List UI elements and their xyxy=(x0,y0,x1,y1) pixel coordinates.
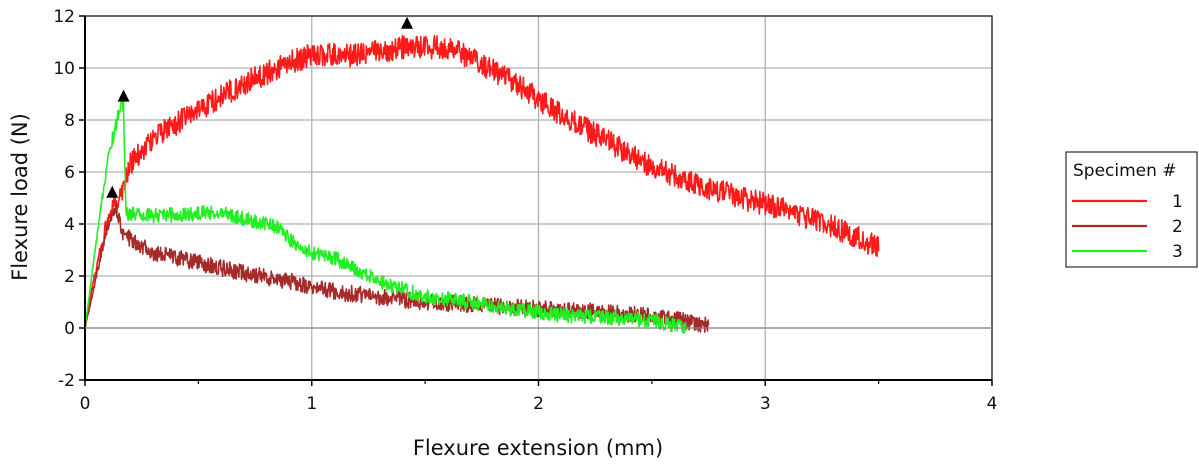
y-tick-label: 6 xyxy=(64,163,75,183)
y-axis-label: Flexure load (N) xyxy=(8,113,32,281)
y-tick-label: 8 xyxy=(64,111,75,131)
y-tick-label: 12 xyxy=(53,7,75,27)
y-tick-label: 4 xyxy=(64,215,75,235)
peak-marker-3 xyxy=(117,89,130,102)
y-tick-label: -2 xyxy=(58,371,75,391)
x-axis-label: Flexure extension (mm) xyxy=(413,436,663,460)
axes xyxy=(79,15,993,386)
legend-box xyxy=(1065,151,1198,268)
legend-title: Specimen # xyxy=(1073,161,1177,181)
marker-layer xyxy=(106,16,413,198)
x-tick-label: 1 xyxy=(306,394,317,414)
series-line-1 xyxy=(84,34,880,329)
series-line-2 xyxy=(84,204,710,333)
legend-label-2: 2 xyxy=(1172,217,1183,237)
peak-marker-1 xyxy=(400,16,413,29)
x-tick-label: 0 xyxy=(80,394,91,414)
y-tick-label: 10 xyxy=(53,59,75,79)
x-tick-label: 3 xyxy=(760,394,771,414)
y-tick-label: 0 xyxy=(64,319,75,339)
x-tick-label: 4 xyxy=(987,394,998,414)
legend: Specimen # 1 2 3 xyxy=(1065,151,1198,268)
legend-label-3: 3 xyxy=(1172,242,1183,262)
series-layer xyxy=(84,34,880,335)
legend-label-1: 1 xyxy=(1172,192,1183,212)
x-tick-label: 2 xyxy=(533,394,544,414)
series-line-3 xyxy=(84,98,687,335)
peak-marker-2 xyxy=(106,185,119,198)
y-tick-label: 2 xyxy=(64,267,75,287)
legend-entries: 1 2 3 xyxy=(1072,192,1183,262)
